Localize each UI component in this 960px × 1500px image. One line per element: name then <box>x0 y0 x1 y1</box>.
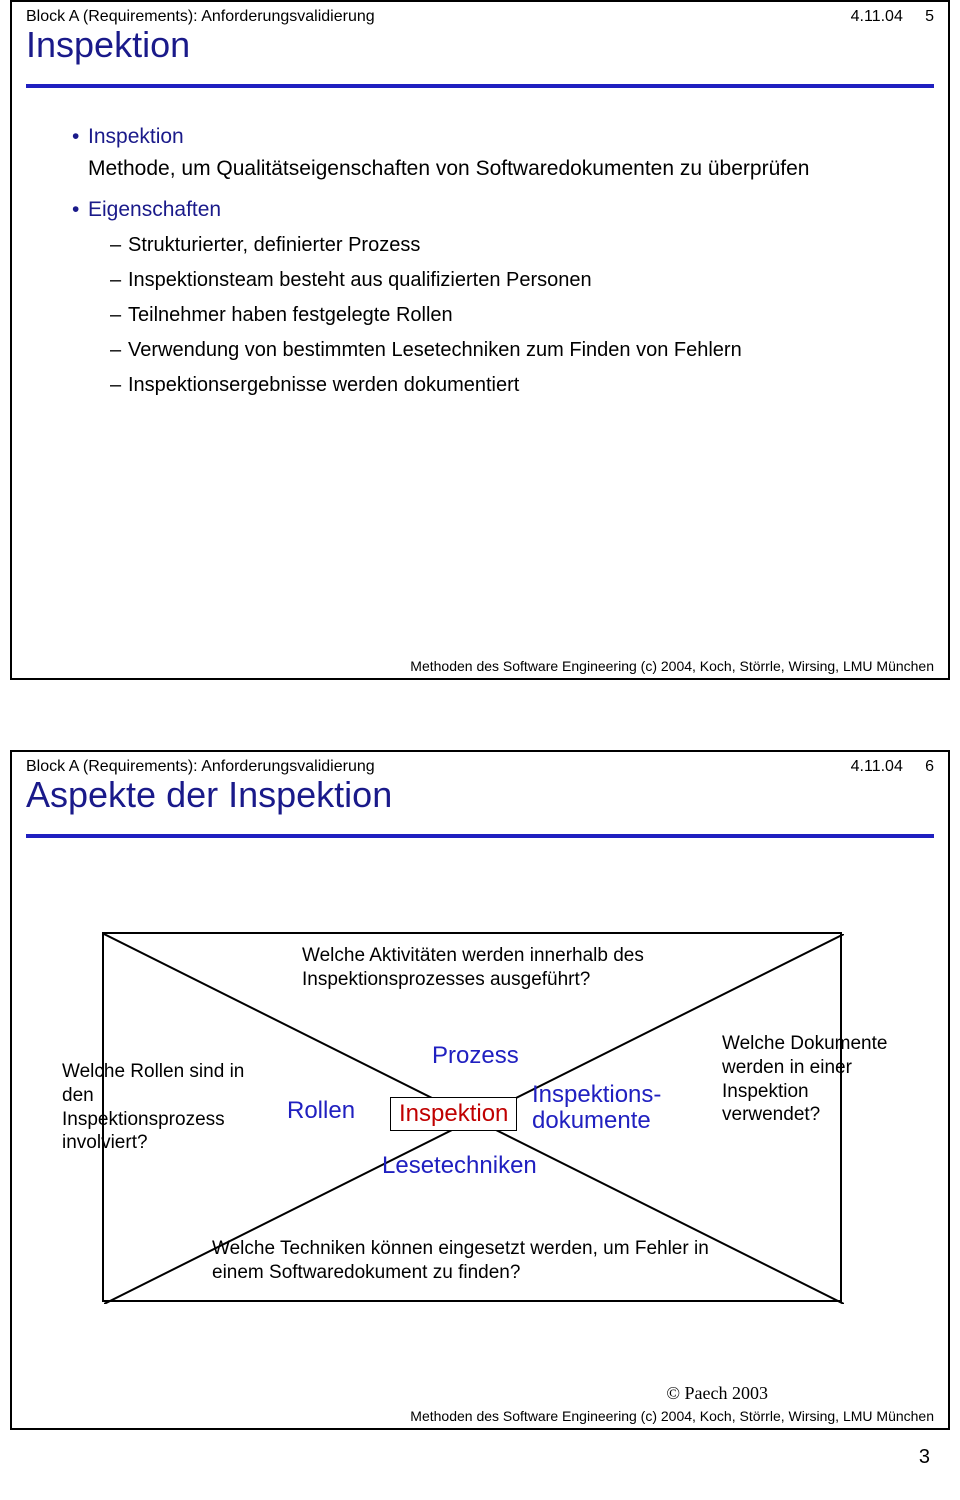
sub-bullet: Verwendung von bestimmten Lesetechniken … <box>72 336 908 365</box>
header-date: 4.11.04 <box>851 758 903 775</box>
diagram: Welche Aktivitäten werden innerhalb des … <box>62 902 882 1332</box>
slide-1: Block A (Requirements): Anforderungsvali… <box>10 0 950 680</box>
divider <box>26 834 934 838</box>
slide-header: Block A (Requirements): Anforderungsvali… <box>12 2 948 26</box>
slide-title: Inspektion <box>12 24 948 72</box>
question-right: Welche Dokumente werden in einer Inspekt… <box>722 1032 892 1127</box>
sub-bullet: Inspektionsteam besteht aus qualifiziert… <box>72 266 908 295</box>
label-rollen: Rollen <box>287 1097 355 1125</box>
header-num: 5 <box>925 8 934 25</box>
page-number: 3 <box>919 1446 930 1469</box>
sub-bullet: Strukturierter, definierter Prozess <box>72 231 908 260</box>
bullet-label: Eigenschaften <box>88 198 221 221</box>
label-lesetechniken: Lesetechniken <box>382 1152 537 1180</box>
bullet-eigenschaften: Eigenschaften <box>72 195 908 225</box>
slide-content: Inspektion Methode, um Qualitätseigensch… <box>12 88 948 400</box>
label-prozess: Prozess <box>432 1042 519 1070</box>
sub-bullet: Teilnehmer haben festgelegte Rollen <box>72 301 908 330</box>
slide-2: Block A (Requirements): Anforderungsvali… <box>10 750 950 1430</box>
header-date: 4.11.04 <box>851 8 903 25</box>
header-num: 6 <box>925 758 934 775</box>
slide-footer: Methoden des Software Engineering (c) 20… <box>410 658 934 674</box>
bullet-label: Inspektion <box>88 125 184 148</box>
header-right: 4.11.04 6 <box>851 758 934 776</box>
sub-bullet: Inspektionsergebnisse werden dokumentier… <box>72 371 908 400</box>
question-top: Welche Aktivitäten werden innerhalb des … <box>302 944 702 992</box>
bullet-text: Methode, um Qualitätseigenschaften von S… <box>88 152 908 184</box>
question-bottom: Welche Techniken können eingesetzt werde… <box>212 1237 712 1285</box>
slide-header: Block A (Requirements): Anforderungsvali… <box>12 752 948 776</box>
bullet-inspektion: Inspektion Methode, um Qualitätseigensch… <box>72 122 908 185</box>
slide-title: Aspekte der Inspektion <box>12 774 948 822</box>
slide-footer: Methoden des Software Engineering (c) 20… <box>410 1408 934 1424</box>
label-dokumente: Inspektions- dokumente <box>532 1082 661 1135</box>
header-right: 4.11.04 5 <box>851 8 934 26</box>
diagram-center: Inspektion <box>390 1097 517 1131</box>
copyright: © Paech 2003 <box>666 1383 768 1404</box>
question-left: Welche Rollen sind in den Inspektionspro… <box>62 1060 252 1155</box>
